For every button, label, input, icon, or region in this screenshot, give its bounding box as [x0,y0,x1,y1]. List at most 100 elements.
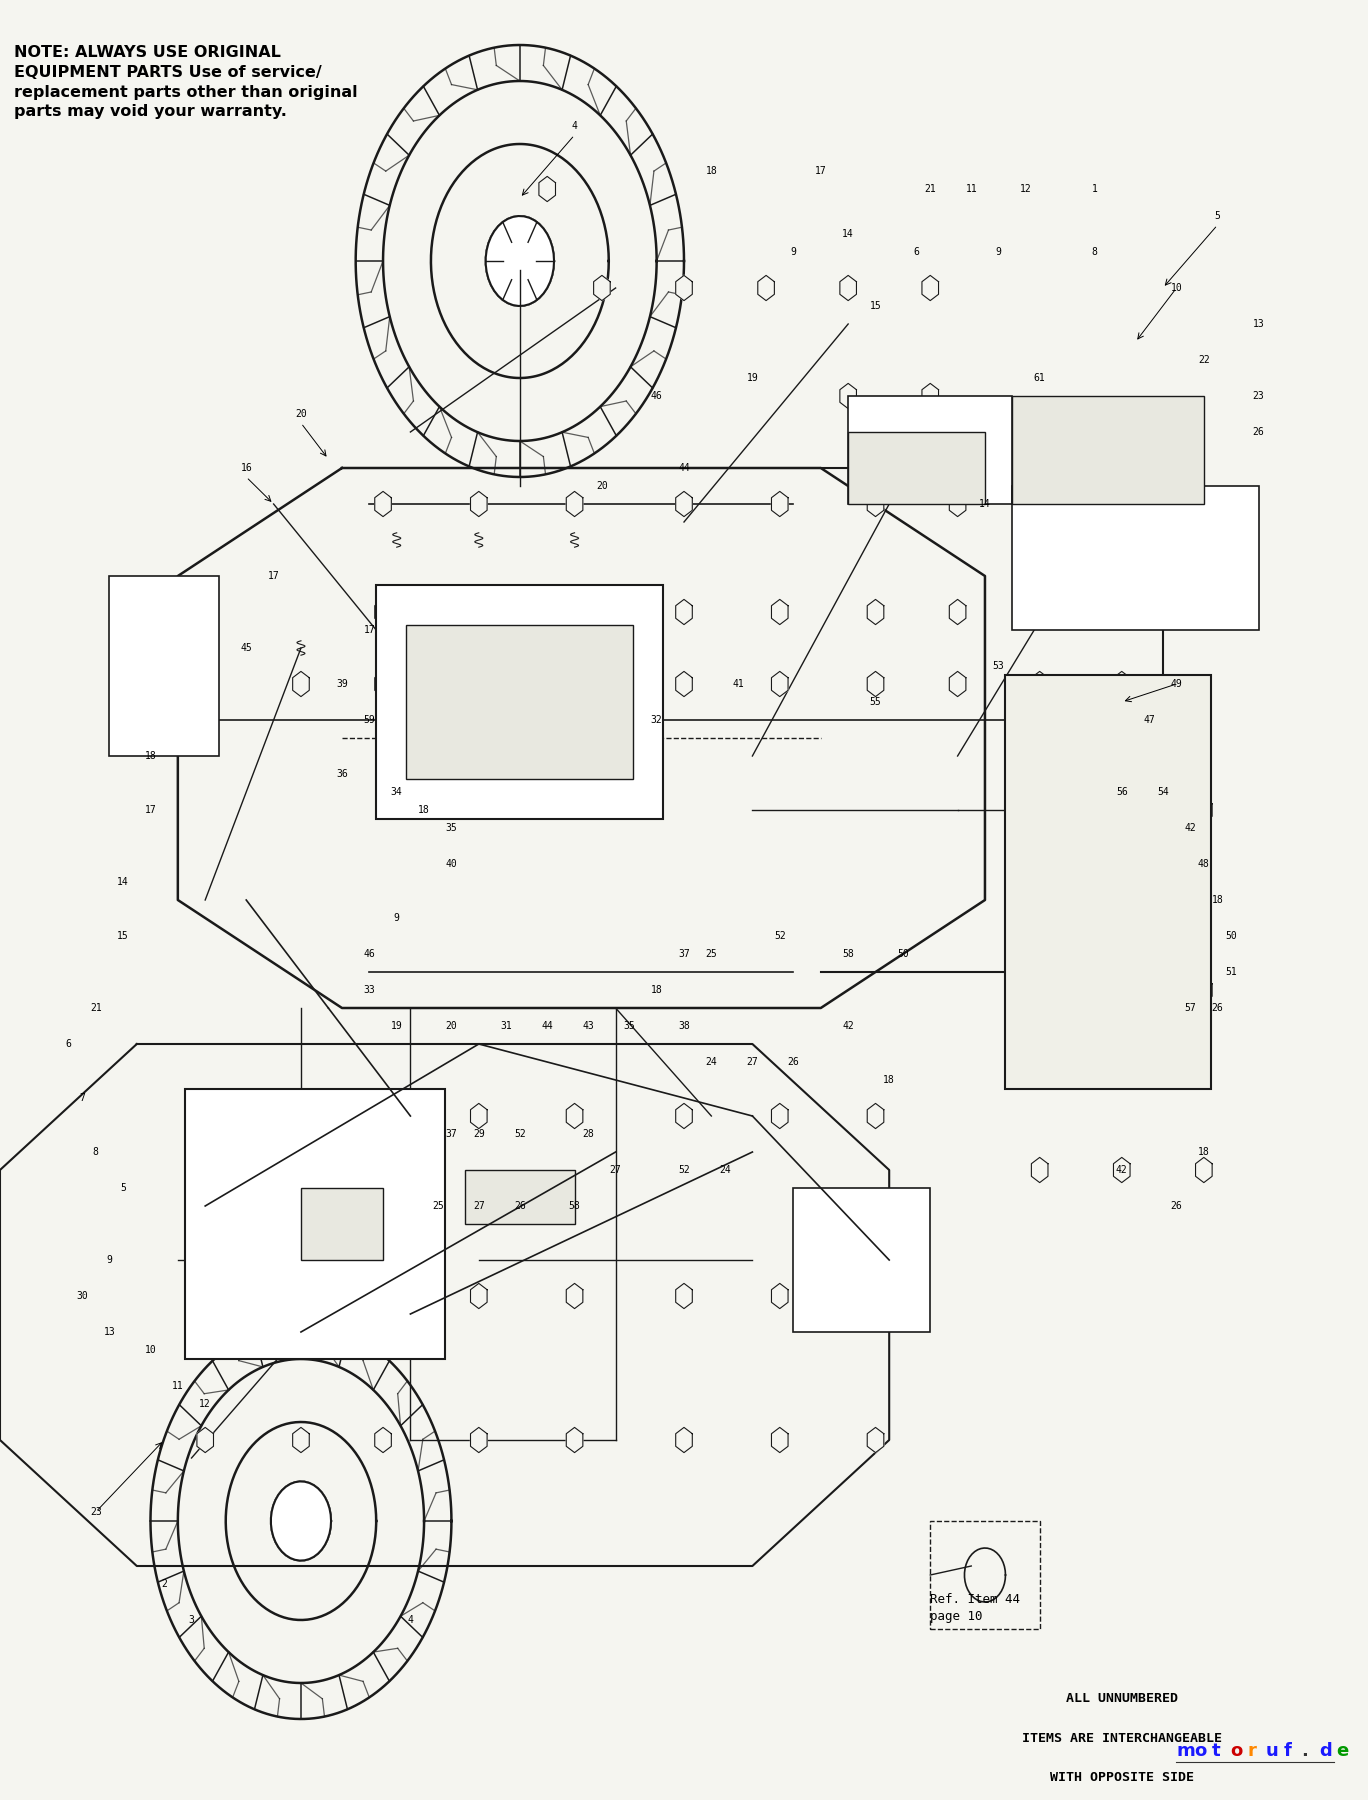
Polygon shape [1031,1157,1048,1183]
Text: 18: 18 [884,1075,895,1085]
Polygon shape [1114,671,1130,697]
Text: 18: 18 [1198,1147,1209,1157]
Text: 4: 4 [408,1615,413,1625]
Polygon shape [197,1427,213,1453]
Polygon shape [471,1427,487,1453]
Text: 52: 52 [679,1165,689,1175]
Polygon shape [676,599,692,625]
Text: 37: 37 [679,949,689,959]
Polygon shape [1031,797,1048,823]
Polygon shape [375,491,391,517]
Text: 61: 61 [1034,373,1045,383]
Text: 58: 58 [843,949,854,959]
Text: f: f [1283,1742,1291,1760]
Text: 20: 20 [596,481,607,491]
Text: 3: 3 [189,1615,194,1625]
Text: 6: 6 [914,247,919,257]
Text: 19: 19 [391,1021,402,1031]
Bar [848,396,1012,504]
Text: 16: 16 [241,463,252,473]
Polygon shape [1031,977,1048,1003]
Bar [1012,396,1204,504]
Polygon shape [293,1103,309,1129]
Text: 35: 35 [446,823,457,833]
Polygon shape [271,1481,331,1561]
Polygon shape [1031,527,1048,553]
Polygon shape [867,491,884,517]
Polygon shape [471,671,487,697]
Polygon shape [772,599,788,625]
Text: 9: 9 [996,247,1001,257]
Text: o: o [1230,1742,1242,1760]
FancyBboxPatch shape [1005,675,1211,1089]
Text: 18: 18 [1212,895,1223,905]
Polygon shape [840,275,856,301]
Text: 53: 53 [993,661,1004,671]
Text: 20: 20 [295,409,306,419]
Text: 34: 34 [391,787,402,797]
Text: 47: 47 [1144,715,1155,725]
Text: 15: 15 [118,931,129,941]
Text: 24: 24 [706,1057,717,1067]
Polygon shape [471,599,487,625]
Text: 14: 14 [118,877,129,887]
Text: 18: 18 [651,985,662,995]
Text: 17: 17 [815,166,826,176]
Polygon shape [772,671,788,697]
Polygon shape [1031,671,1048,697]
Polygon shape [197,1103,213,1129]
Text: 41: 41 [733,679,744,689]
Text: 32: 32 [651,715,662,725]
Text: 57: 57 [1185,1003,1196,1013]
Text: 12: 12 [1021,184,1031,194]
Text: u: u [1265,1742,1278,1760]
Polygon shape [566,599,583,625]
Text: 13: 13 [1253,319,1264,329]
Text: 24: 24 [720,1165,731,1175]
Polygon shape [1114,527,1130,553]
Text: 27: 27 [747,1057,758,1067]
Text: 11: 11 [966,184,977,194]
Polygon shape [594,275,610,301]
Text: 44: 44 [542,1021,553,1031]
Text: .: . [1301,1742,1308,1760]
Bar [930,1521,1040,1629]
Text: 50: 50 [1226,931,1237,941]
Text: 21: 21 [90,1003,101,1013]
Text: 54: 54 [1157,787,1168,797]
Text: 46: 46 [364,949,375,959]
Polygon shape [772,1427,788,1453]
Text: 4: 4 [572,121,577,131]
Text: 26: 26 [788,1057,799,1067]
Text: 18: 18 [145,751,156,761]
Polygon shape [772,1103,788,1129]
Polygon shape [471,491,487,517]
Text: 27: 27 [473,1201,484,1211]
Text: 52: 52 [514,1129,525,1139]
Text: 17: 17 [364,625,375,635]
Polygon shape [1114,797,1130,823]
Polygon shape [676,1427,692,1453]
Text: Ref. Item 44
page 10: Ref. Item 44 page 10 [930,1593,1021,1624]
Polygon shape [949,671,966,697]
Polygon shape [375,1103,391,1129]
Polygon shape [1196,527,1212,553]
Polygon shape [772,491,788,517]
Text: ITEMS ARE INTERCHANGEABLE: ITEMS ARE INTERCHANGEABLE [1022,1732,1222,1744]
Text: NOTE: ALWAYS USE ORIGINAL
EQUIPMENT PARTS Use of service/
replacement parts othe: NOTE: ALWAYS USE ORIGINAL EQUIPMENT PART… [14,45,357,119]
Bar [848,432,985,504]
Text: 44: 44 [679,463,689,473]
Text: 59: 59 [364,715,375,725]
Text: 30: 30 [77,1291,88,1301]
Polygon shape [676,1103,692,1129]
Text: 23: 23 [90,1507,101,1517]
Polygon shape [1114,977,1130,1003]
Polygon shape [676,491,692,517]
Text: 26: 26 [1212,1003,1223,1013]
Text: 49: 49 [1171,679,1182,689]
Polygon shape [539,176,555,202]
Text: 31: 31 [501,1021,512,1031]
Text: 8: 8 [93,1147,98,1157]
Text: 20: 20 [446,1021,457,1031]
Text: e: e [1337,1742,1349,1760]
